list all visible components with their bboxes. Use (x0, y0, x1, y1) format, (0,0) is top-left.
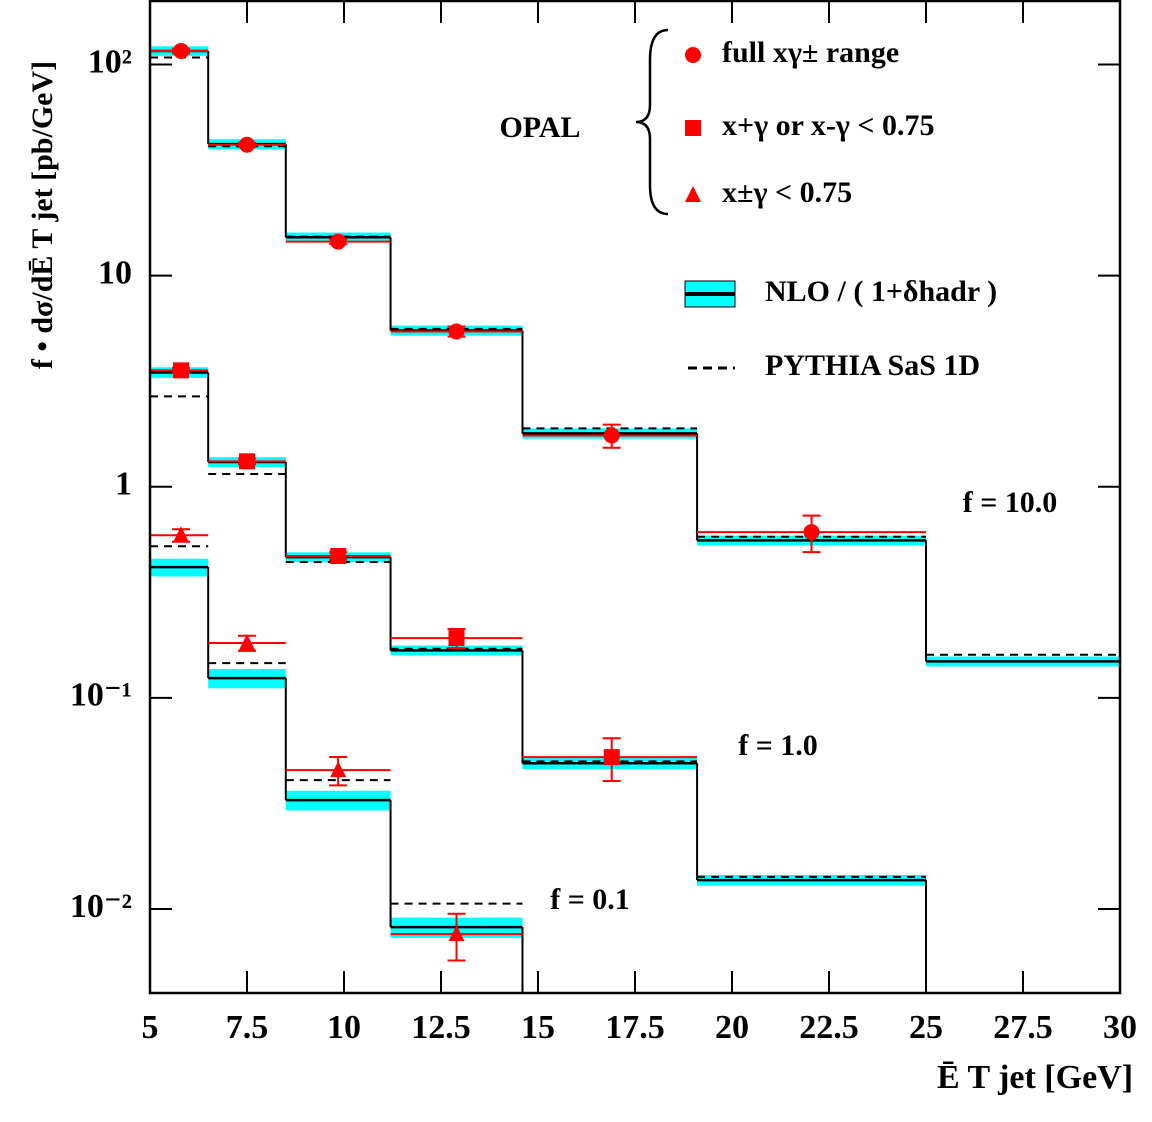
legend-label: NLO / ( 1+δhadr ) (765, 275, 997, 308)
y-tick-label: 10⁻² (70, 888, 132, 925)
data-point (173, 526, 190, 543)
x-tick-label: 12.5 (411, 1009, 471, 1046)
scale-label: f = 1.0 (738, 729, 818, 762)
data-point (603, 749, 620, 766)
data-point (448, 925, 465, 942)
x-tick-label: 10 (327, 1009, 361, 1046)
y-tick-label: 10² (88, 43, 132, 80)
x-tick-label: 30 (1103, 1009, 1137, 1046)
x-tick-label: 20 (715, 1009, 749, 1046)
data-point (173, 42, 190, 59)
data-point (330, 233, 347, 250)
data-point (330, 547, 347, 564)
scale-label: f = 10.0 (963, 486, 1058, 519)
legend-label: PYTHIA SaS 1D (765, 349, 980, 382)
x-tick-label: 17.5 (605, 1009, 665, 1046)
x-tick-label: 7.5 (226, 1009, 269, 1046)
experiment-label: OPAL (499, 111, 580, 144)
x-tick-label: 15 (521, 1009, 555, 1046)
data-point (330, 761, 347, 778)
data-point (239, 136, 255, 153)
data-point (448, 630, 465, 647)
data-point (239, 633, 255, 650)
data-point (685, 120, 701, 136)
legend-brace (635, 28, 669, 216)
y-tick-label: 10 (98, 254, 132, 291)
data-point (803, 524, 820, 541)
data-point (603, 427, 620, 444)
legend-label: x+γ or x-γ < 0.75 (722, 109, 935, 142)
plot-frame (148, 0, 1122, 995)
data-point (685, 47, 701, 63)
scale-label: f = 0.1 (550, 883, 630, 916)
y-axis-label: f • dσ/dĒ T jet [pb/GeV] (26, 61, 59, 369)
legend-label: full xγ± range (722, 36, 899, 69)
x-tick-label: 27.5 (993, 1009, 1053, 1046)
x-tick-label: 25 (909, 1009, 943, 1046)
y-tick-label: 1 (115, 466, 132, 503)
x-tick-label: 22.5 (799, 1009, 859, 1046)
data-point (239, 453, 255, 470)
x-axis-label: Ē T jet [GeV] (937, 1059, 1133, 1096)
y-tick-label: 10⁻¹ (70, 677, 132, 714)
data-point (685, 186, 701, 202)
x-tick-label: 5 (142, 1009, 159, 1046)
data-point (448, 323, 465, 340)
legend-label: x±γ < 0.75 (722, 176, 852, 209)
data-point (173, 362, 190, 379)
